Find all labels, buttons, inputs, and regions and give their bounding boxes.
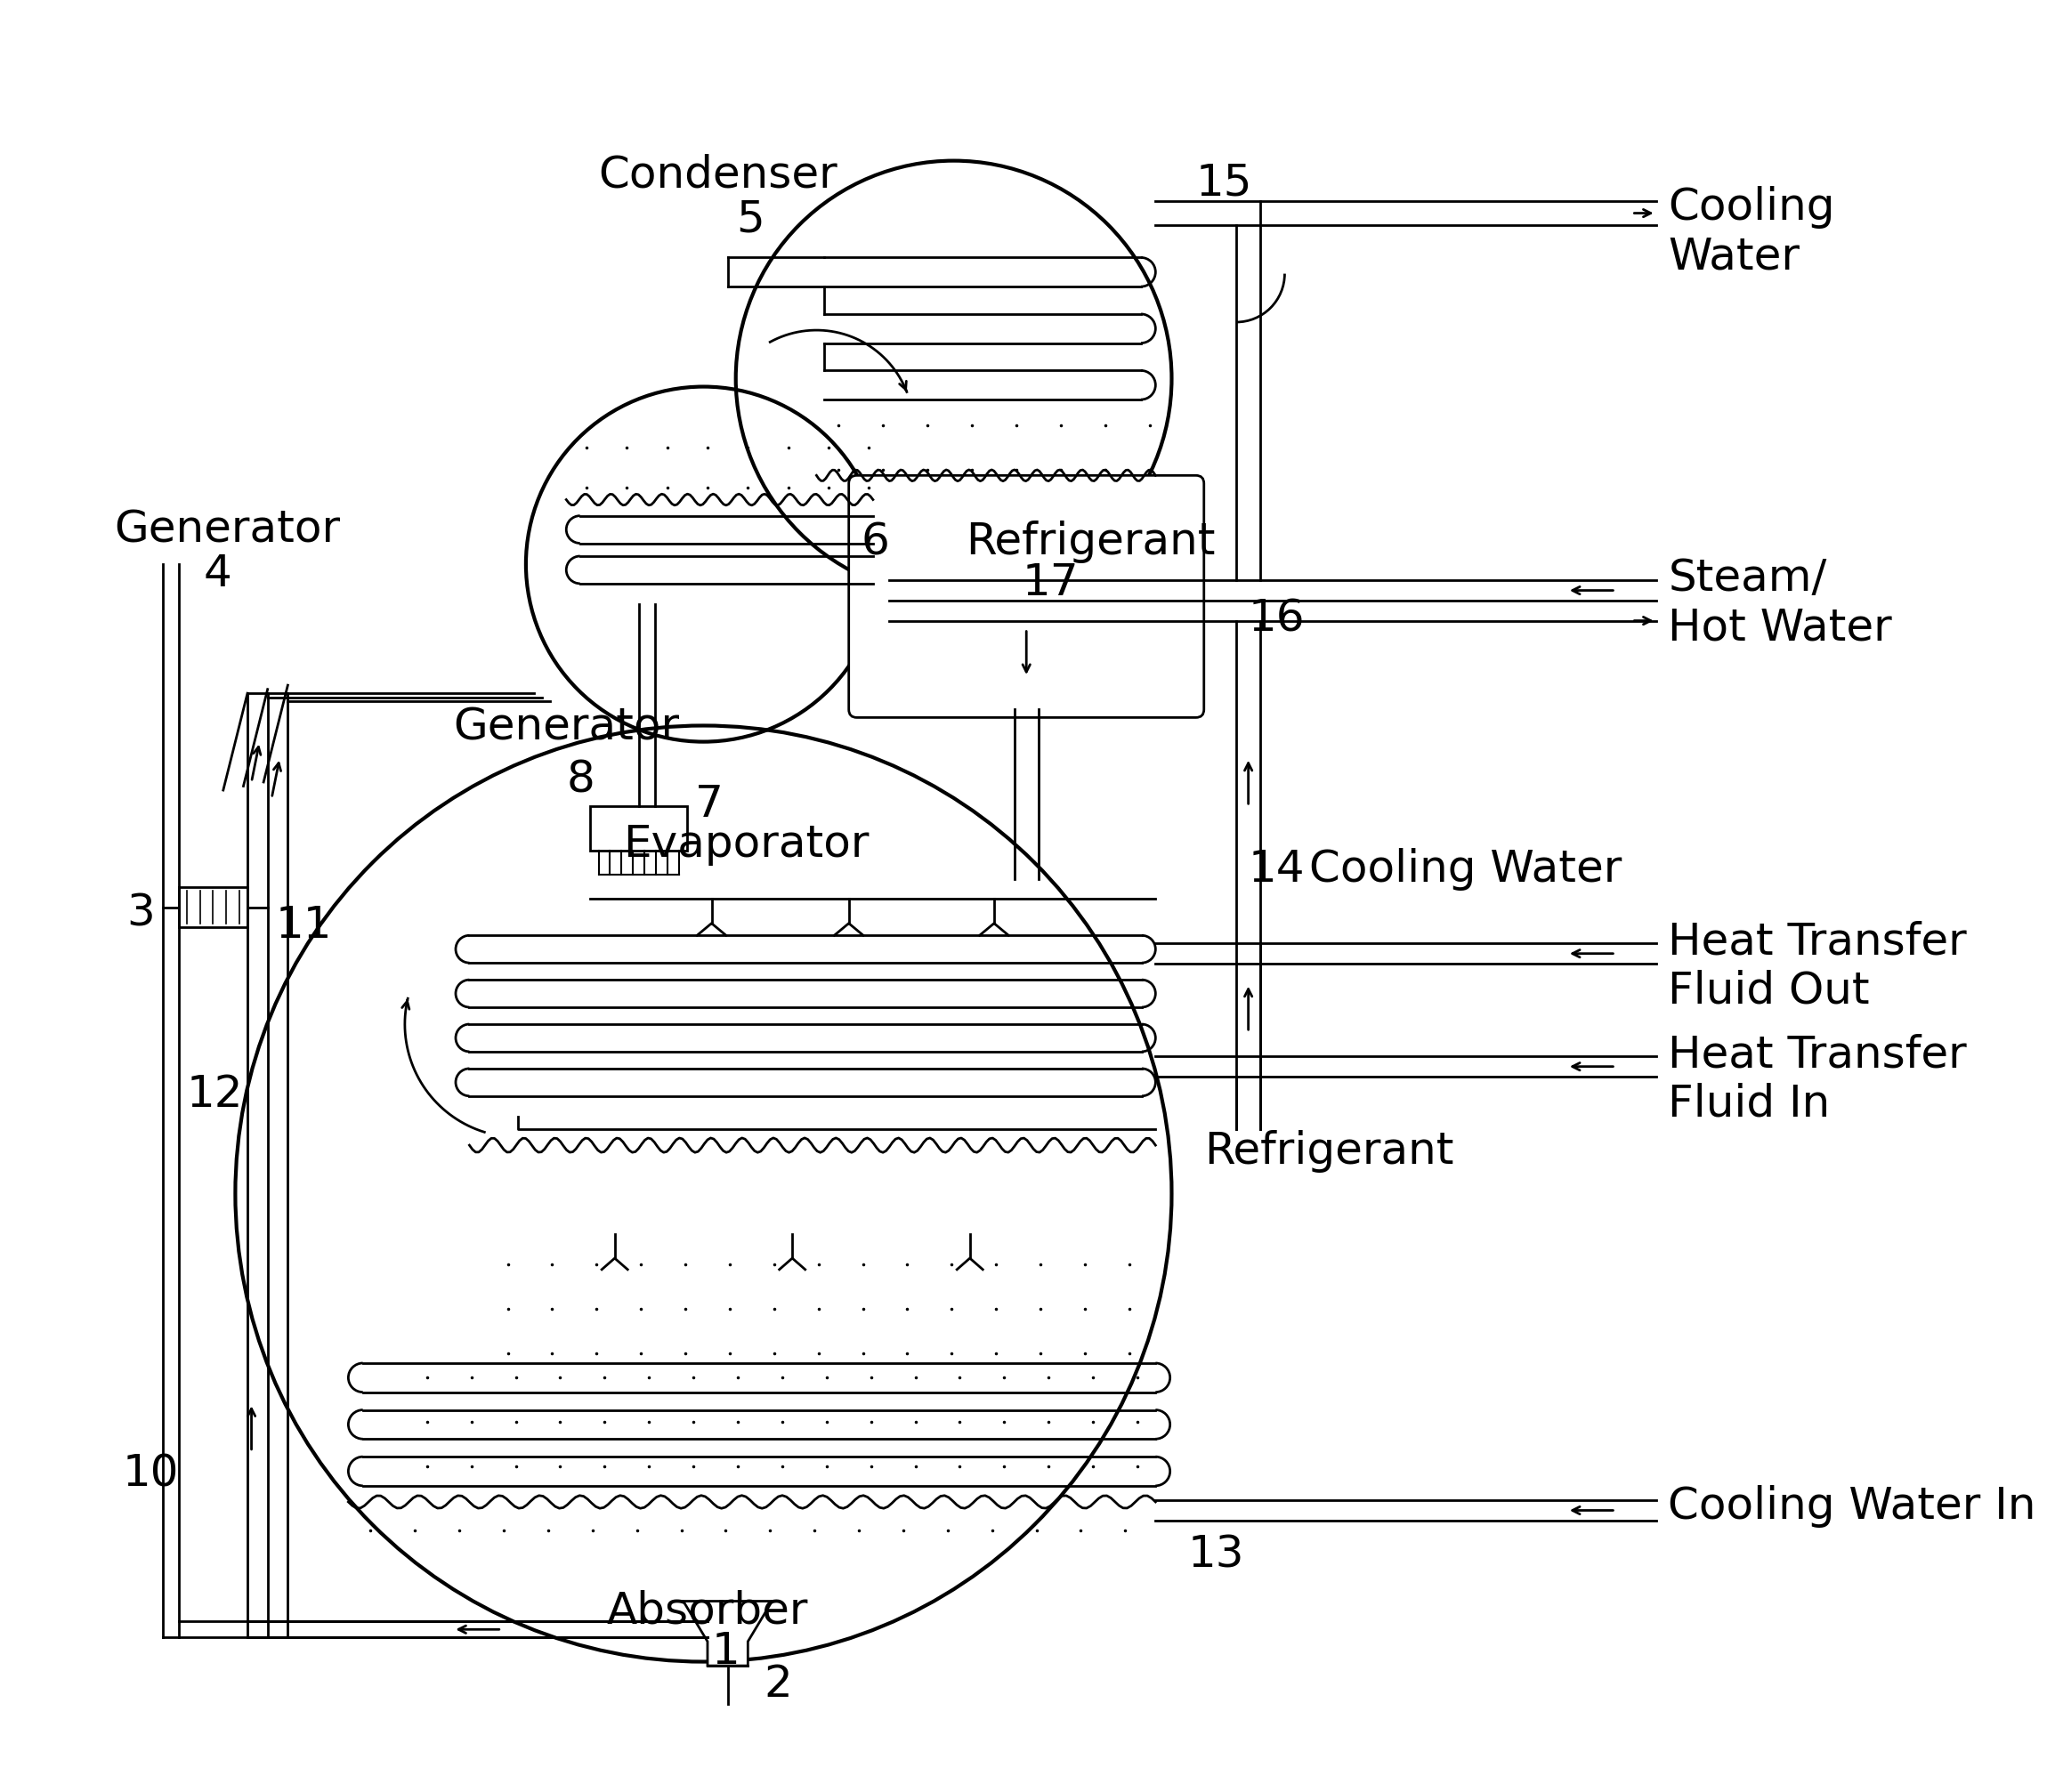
Text: 14: 14	[1248, 848, 1306, 891]
Text: 8: 8	[565, 758, 594, 801]
Text: Generator: Generator	[454, 706, 679, 749]
Text: Refrigerant: Refrigerant	[965, 520, 1215, 563]
FancyBboxPatch shape	[848, 477, 1205, 719]
Text: Cooling
Water: Cooling Water	[1669, 186, 1834, 278]
Text: Heat Transfer
Fluid Out: Heat Transfer Fluid Out	[1669, 919, 1966, 1012]
Text: Steam/
Hot Water: Steam/ Hot Water	[1669, 557, 1892, 649]
Text: 6: 6	[860, 520, 889, 563]
FancyBboxPatch shape	[590, 806, 687, 851]
Polygon shape	[683, 1602, 772, 1667]
Text: Cooling Water: Cooling Water	[1308, 848, 1622, 891]
Text: Heat Transfer
Fluid In: Heat Transfer Fluid In	[1669, 1032, 1966, 1125]
Text: Condenser: Condenser	[598, 154, 838, 195]
Text: 7: 7	[695, 783, 724, 826]
Text: Generator: Generator	[113, 509, 340, 550]
Text: 17: 17	[1023, 561, 1079, 604]
Text: 10: 10	[122, 1452, 179, 1495]
Text: 12: 12	[188, 1073, 243, 1116]
Text: 3: 3	[126, 891, 155, 934]
Text: Refrigerant: Refrigerant	[1205, 1129, 1454, 1172]
Text: Absorber: Absorber	[607, 1590, 809, 1633]
Text: 5: 5	[736, 197, 763, 240]
FancyBboxPatch shape	[179, 887, 248, 928]
Text: 13: 13	[1188, 1532, 1244, 1575]
Text: 2: 2	[763, 1661, 792, 1704]
Text: 1: 1	[712, 1629, 741, 1672]
Text: 16: 16	[1248, 597, 1306, 640]
Text: Evaporator: Evaporator	[623, 823, 869, 866]
Text: 11: 11	[276, 903, 332, 946]
Text: 15: 15	[1197, 161, 1252, 204]
Text: Cooling Water In: Cooling Water In	[1669, 1484, 2036, 1527]
Text: 4: 4	[202, 552, 231, 595]
